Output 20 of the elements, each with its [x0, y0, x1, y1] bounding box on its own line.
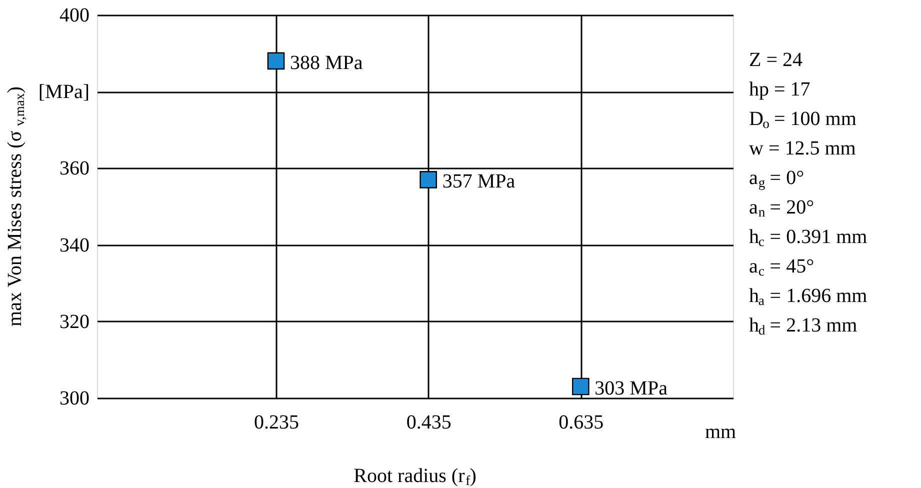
point	[572, 378, 590, 396]
text: hp = 17	[749, 78, 810, 100]
data-label: 388 MPa	[290, 52, 363, 74]
y-tick-label: [MPa]	[38, 81, 90, 104]
text: mm	[705, 421, 737, 443]
point	[420, 171, 437, 188]
data-label: 303 MPa	[594, 378, 668, 400]
x-tick-label: 0.435	[406, 412, 452, 434]
y-axis-title: max Von Mises stress (σv,max)	[4, 86, 27, 326]
text: Z = 24	[749, 49, 802, 71]
text: w = 12.5 mm	[749, 138, 856, 160]
y-tick-label: 360	[60, 158, 90, 180]
y-tick-label: 320	[60, 310, 90, 333]
x-tick-label: 0.235	[254, 412, 299, 434]
y-tick-label: 340	[60, 234, 90, 256]
point	[267, 52, 285, 70]
x-tick-label: 0.635	[558, 412, 604, 434]
y-tick-label: 300	[60, 388, 90, 410]
y-tick-label: 400	[60, 4, 90, 26]
data-label: 357 MPa	[442, 170, 516, 193]
